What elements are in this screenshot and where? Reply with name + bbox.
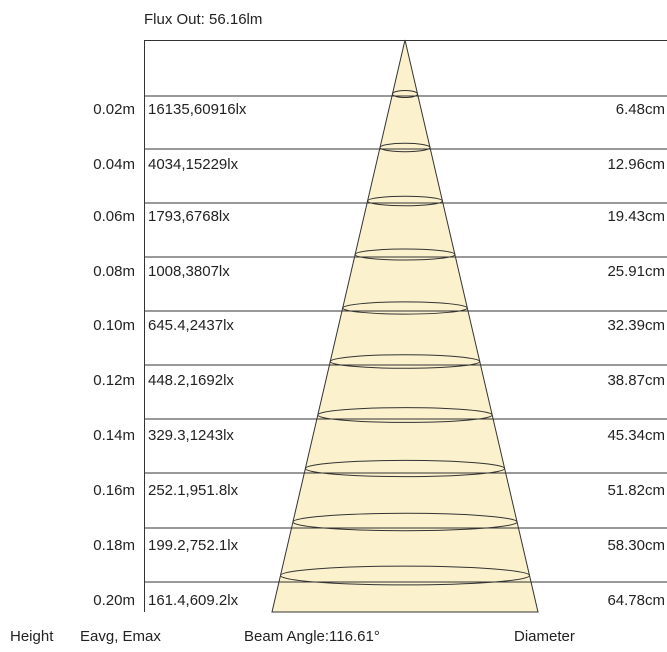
row-diameter: 25.91cm <box>607 263 665 280</box>
row-diameter: 58.30cm <box>607 537 665 554</box>
row-eavg-emax: 645.4,2437lx <box>148 317 234 334</box>
beam-cross-section <box>329 354 481 369</box>
row-divider-lines <box>144 95 667 583</box>
row-height: 0.04m <box>93 156 135 173</box>
row-height: 0.16m <box>93 482 135 499</box>
eavg-emax-column-label: Eavg, Emax <box>80 628 161 645</box>
beam-cross-section <box>379 142 431 153</box>
row-height: 0.02m <box>93 101 135 118</box>
row-height: 0.08m <box>93 263 135 280</box>
beam-cross-section <box>342 301 468 315</box>
beam-angle-label: Beam Angle:116.61° <box>244 628 380 645</box>
beam-cross-section <box>280 565 530 586</box>
row-height: 0.10m <box>93 317 135 334</box>
row-eavg-emax: 161.4,609.2lx <box>148 592 239 609</box>
height-column-label: Height <box>10 628 54 645</box>
row-height: 0.18m <box>93 537 135 554</box>
row-height: 0.20m <box>93 592 135 609</box>
row-diameter: 12.96cm <box>607 156 665 173</box>
row-eavg-emax: 4034,15229lx <box>148 156 239 173</box>
beam-cone <box>271 39 539 613</box>
beam-cross-section <box>391 90 419 98</box>
row-eavg-emax: 199.2,752.1lx <box>148 537 239 554</box>
row-height: 0.12m <box>93 372 135 389</box>
beam-cross-section <box>367 195 443 207</box>
beam-cross-section <box>304 459 506 478</box>
beam-cross-section <box>317 407 493 423</box>
beam-cross-sections <box>280 90 530 586</box>
row-eavg-emax: 16135,60916lx <box>148 101 247 118</box>
row-diameter: 19.43cm <box>607 208 665 225</box>
row-diameter: 6.48cm <box>615 101 665 118</box>
flux-out-label: Flux Out: 56.16lm <box>144 11 263 28</box>
row-diameter: 32.39cm <box>607 317 665 334</box>
row-eavg-emax: 252.1,951.8lx <box>148 482 239 499</box>
row-diameter: 51.82cm <box>607 482 665 499</box>
beam-cross-section <box>292 512 518 532</box>
row-eavg-emax: 329.3,1243lx <box>148 427 234 444</box>
row-diameter: 38.87cm <box>607 372 665 389</box>
row-height: 0.14m <box>93 427 135 444</box>
row-eavg-emax: 1793,6768lx <box>148 208 230 225</box>
row-diameter: 64.78cm <box>607 592 665 609</box>
row-diameter: 45.34cm <box>607 427 665 444</box>
diameter-column-label: Diameter <box>514 628 575 645</box>
row-eavg-emax: 448.2,1692lx <box>148 372 234 389</box>
row-eavg-emax: 1008,3807lx <box>148 263 230 280</box>
beam-cross-section <box>354 248 456 261</box>
row-height: 0.06m <box>93 208 135 225</box>
